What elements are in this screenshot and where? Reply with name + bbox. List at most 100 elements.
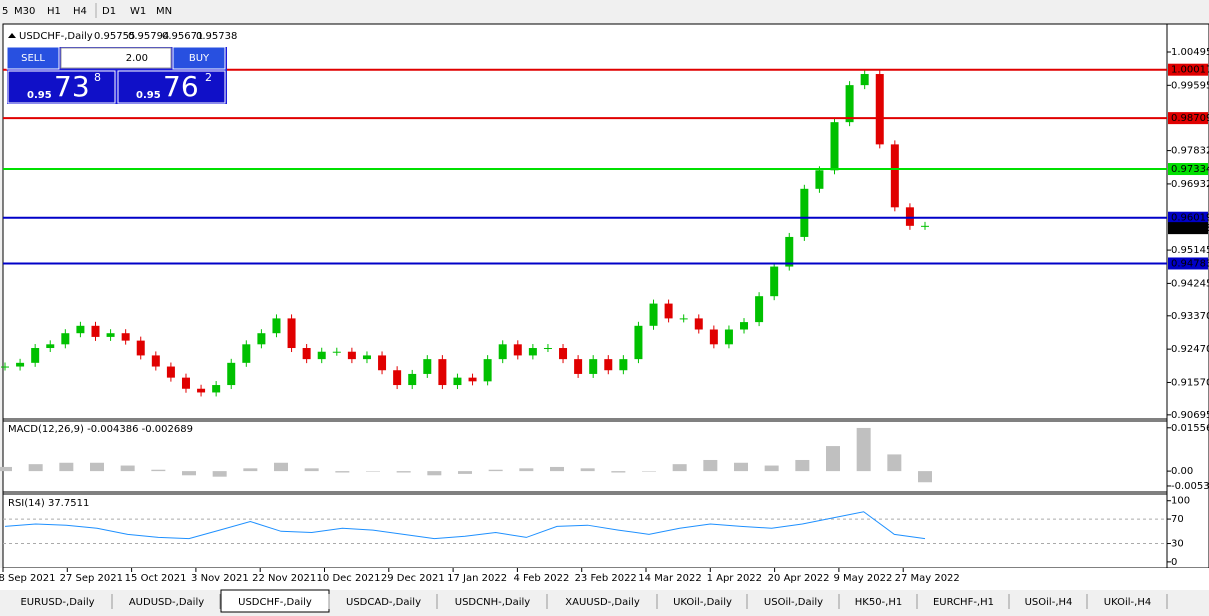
macd-bar	[734, 462, 748, 472]
sell-price-box[interactable]	[7, 70, 116, 104]
macd-bar	[703, 459, 718, 472]
candle	[785, 236, 794, 267]
y-tick-label: 100	[1171, 496, 1190, 507]
macd-bar	[366, 471, 380, 472]
tab-label[interactable]: USDCAD-,Daily	[346, 597, 421, 608]
candle	[408, 373, 417, 386]
buy-button[interactable]	[172, 46, 226, 70]
close: 0.95738	[196, 31, 237, 42]
macd-bar	[795, 459, 810, 472]
timeframe-button[interactable]: H1	[47, 6, 61, 17]
y-tick-label: 0.95145	[1171, 245, 1209, 256]
y-tick-label: 1.00495	[1171, 47, 1209, 58]
timeframe-button[interactable]: D1	[102, 6, 116, 17]
buy-price-box[interactable]	[117, 70, 226, 104]
lots-value[interactable]: 2.00	[126, 53, 148, 64]
y-tick-label: 0.92470	[1171, 344, 1209, 355]
candle	[1, 366, 9, 368]
candle	[890, 144, 899, 208]
candle	[559, 348, 568, 360]
candle	[845, 85, 854, 123]
tab-label[interactable]: UKOil-,H4	[1104, 597, 1151, 608]
candle	[921, 225, 929, 227]
timeframe-button[interactable]: H4	[73, 6, 87, 17]
candle	[619, 359, 628, 371]
level-label: 0.98709	[1171, 113, 1209, 124]
candle	[362, 355, 371, 360]
candle	[378, 355, 387, 371]
buy-label[interactable]: BUY	[189, 53, 210, 64]
timeframe-button[interactable]: M30	[14, 6, 35, 17]
macd-bar	[856, 427, 871, 472]
candle	[770, 266, 779, 297]
candle	[347, 351, 356, 360]
macd-bar	[427, 471, 442, 476]
candle	[483, 359, 492, 382]
tab-label[interactable]: AUDUSD-,Daily	[129, 597, 204, 608]
x-tick-label: 1 Apr 2022	[707, 573, 762, 584]
candle	[393, 370, 402, 386]
high: 0.95794	[128, 31, 169, 42]
info-bar: USDCHF-,Daily 0.95755 0.95794 0.95671 0.…	[8, 31, 237, 42]
candle	[76, 325, 85, 334]
candle	[151, 355, 160, 367]
candle	[875, 74, 884, 145]
candle	[212, 385, 221, 393]
macd-bar	[642, 471, 656, 472]
macd-bar	[120, 465, 135, 472]
x-tick-label: 27 Sep 2021	[60, 573, 123, 584]
candle	[543, 348, 552, 350]
sell-label[interactable]: SELL	[21, 53, 45, 64]
tab-label[interactable]: XAUUSD-,Daily	[565, 597, 640, 608]
x-tick-label: 20 Apr 2022	[768, 573, 830, 584]
macd-bar	[90, 462, 104, 472]
lots-input[interactable]	[60, 47, 172, 69]
tab-label[interactable]: EURCHF-,H1	[933, 597, 994, 608]
y-tick-label: 30	[1171, 539, 1184, 550]
x-tick-label: 27 May 2022	[895, 573, 960, 584]
timeframe-button[interactable]: MN	[156, 6, 172, 17]
timeframe-button[interactable]: W1	[130, 6, 146, 17]
candle	[604, 359, 613, 371]
candle	[755, 296, 764, 323]
candle	[136, 340, 145, 356]
y-tick-label: 0.90695	[1171, 410, 1209, 421]
candle	[197, 388, 206, 393]
candle	[649, 303, 658, 326]
y-tick-label: 0.97832	[1171, 146, 1209, 157]
candle	[16, 362, 25, 367]
y-tick-label: 0.93370	[1171, 311, 1209, 322]
sell-pips: 73	[54, 70, 90, 103]
tab-label[interactable]: USOil-,Daily	[764, 597, 823, 608]
candle	[800, 188, 809, 237]
tab-label[interactable]: HK50-,H1	[855, 597, 902, 608]
candle	[242, 344, 251, 363]
candle	[468, 377, 477, 382]
rsi-line	[4, 511, 926, 540]
candle	[272, 318, 281, 334]
tab-label[interactable]: UKOil-,Daily	[673, 597, 732, 608]
macd-bar	[887, 454, 902, 472]
x-tick-label: 4 Feb 2022	[513, 573, 569, 584]
y-tick-label: 0	[1171, 557, 1177, 568]
macd-bar	[335, 471, 350, 473]
tab-label[interactable]: USDCHF-,Daily	[238, 597, 312, 608]
candle	[574, 359, 583, 374]
candle	[860, 74, 869, 86]
tab-label[interactable]: EURUSD-,Daily	[20, 597, 94, 608]
buy-big: 0.95	[136, 90, 161, 101]
candle	[287, 318, 296, 349]
level-tag	[1168, 163, 1208, 176]
y-tick-label: 0.91570	[1171, 377, 1209, 388]
x-tick-label: 9 May 2022	[833, 573, 892, 584]
collapse-icon[interactable]	[8, 33, 16, 38]
tab-label[interactable]: USDCNH-,Daily	[455, 597, 531, 608]
candle	[106, 333, 115, 337]
tab-label[interactable]: USOil-,H4	[1025, 597, 1073, 608]
macd-label: MACD(12,26,9) -0.004386 -0.002689	[8, 424, 193, 435]
timeframe-button[interactable]: 5	[2, 6, 8, 17]
macd-bar	[458, 471, 472, 474]
sell-button[interactable]	[6, 46, 60, 70]
macd-bar	[764, 465, 779, 472]
y-tick-label: 0.99595	[1171, 80, 1209, 91]
